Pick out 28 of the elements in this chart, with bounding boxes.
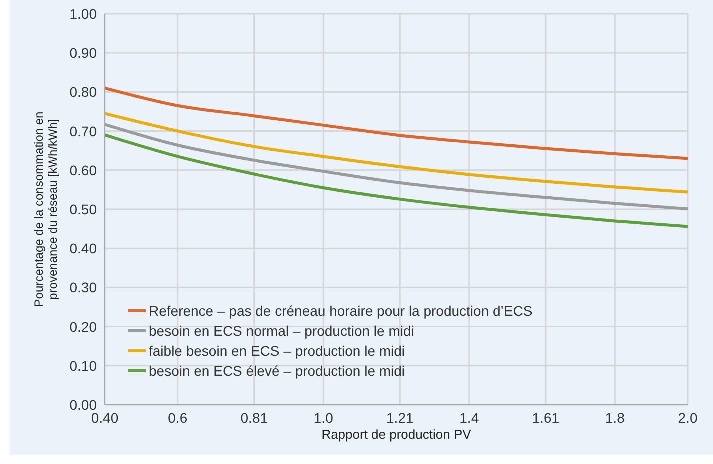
y-tick-label: 0.50	[70, 201, 98, 218]
y-tick-label: 0.80	[70, 84, 98, 100]
line-series	[105, 112, 688, 194]
y-axis-title: Pourcentage de la consommation en provenance du réseau [kWh/kWh]	[32, 112, 60, 308]
y-tick-label: 1.00	[70, 6, 98, 22]
y-tick-label: 0.60	[70, 162, 98, 178]
legend-label: besoin en ECS élevé – production le midi	[149, 362, 406, 381]
x-tick-label: 1.61	[532, 410, 560, 426]
x-tick-label: 1.21	[386, 410, 414, 426]
x-tick-label: 2.0	[678, 410, 698, 426]
legend-label: faible besoin en ECS – production le midi	[149, 342, 406, 361]
x-axis-title: Rapport de production PV	[322, 427, 472, 442]
y-tick-label: 0.40	[70, 240, 98, 257]
x-tick-label: 1.0	[314, 410, 334, 426]
y-tick-label: 0.10	[70, 358, 98, 374]
legend-label: Reference – pas de créneau horaire pour la production d’ECS	[149, 302, 533, 321]
line-series	[105, 134, 688, 228]
x-tick-label: 0.81	[240, 410, 268, 426]
y-tick-label: 0.70	[70, 123, 98, 140]
x-tick-label: 1.4	[460, 410, 480, 426]
line-series	[105, 123, 688, 211]
legend-label: besoin en ECS normal – production le midi	[149, 322, 414, 341]
y-tick-label: 0.30	[70, 280, 98, 296]
x-tick-label: 0.6	[168, 410, 188, 426]
y-tick-label: 0.90	[70, 45, 98, 62]
y-tick-label: 0.20	[70, 318, 98, 335]
x-tick-label: 1.8	[605, 410, 626, 426]
line-series	[105, 86, 688, 160]
